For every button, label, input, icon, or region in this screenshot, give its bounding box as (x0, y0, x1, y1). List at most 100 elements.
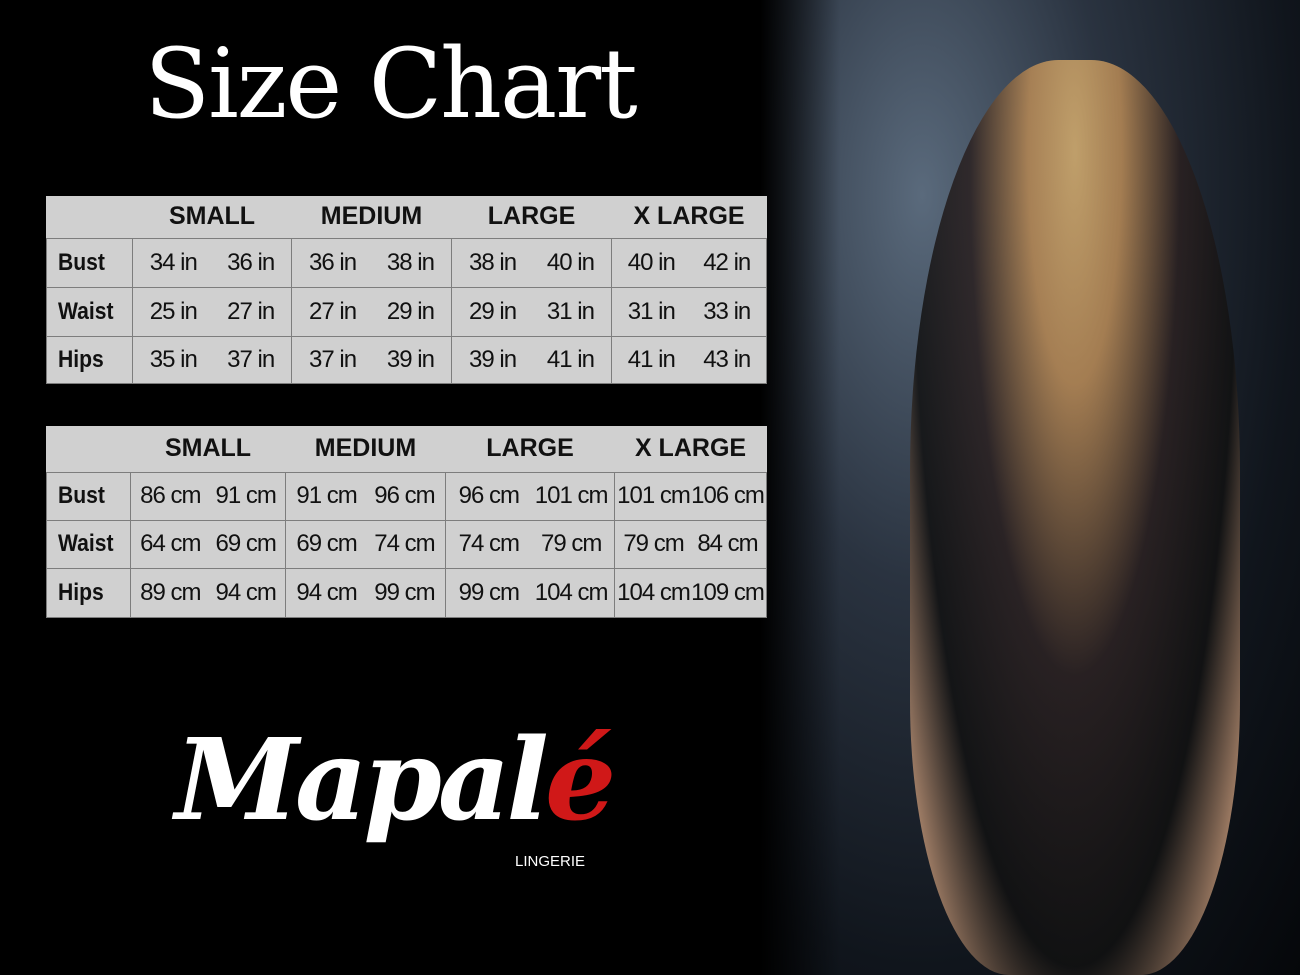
table-row: Hips 35 in 37 in 37 in 39 in 39 in 41 in 41 in 4… (46, 335, 767, 384)
min-value: 86 cm (140, 482, 201, 509)
size-range-cell: 104 cm109 cm (614, 567, 767, 618)
max-value: 79 cm (540, 530, 602, 557)
photo-fade (760, 0, 840, 975)
size-table-cm: SMALL MEDIUM LARGE X LARGE Bust 86 cm 91 cm 91 … (46, 426, 767, 618)
max-value: 42 in (703, 248, 751, 276)
max-value: 39 in (386, 345, 435, 373)
size-range-cell: 34 in 36 in (132, 237, 292, 288)
max-value: 36 in (227, 248, 275, 276)
max-value: 84 cm (697, 530, 758, 557)
size-header: MEDIUM (291, 196, 452, 239)
min-value: 69 cm (296, 530, 357, 557)
size-range-cell: 36 in 38 in (291, 237, 452, 288)
table-row: Bust 34 in 36 in 36 in 38 in 38 in 40 in 40 in 4… (46, 237, 767, 288)
max-value: 31 in (546, 297, 595, 325)
brand-accent: é (544, 715, 616, 846)
size-header: MEDIUM (285, 426, 446, 473)
brand-name: Mapal (175, 715, 549, 846)
brand-logo: Mapalé (175, 715, 616, 846)
size-range-cell: 91 cm 96 cm (285, 471, 446, 521)
max-value: 38 in (386, 248, 435, 276)
min-value: 34 in (149, 248, 198, 276)
max-value: 74 cm (374, 530, 435, 557)
measurement-label: Bust (46, 471, 121, 521)
max-value: 69 cm (215, 530, 277, 557)
header-row: SMALL MEDIUM LARGE X LARGE (46, 196, 767, 239)
max-value: 41 in (546, 345, 595, 373)
size-range-cell: 74 cm 79 cm (445, 519, 615, 569)
page-title: Size Chart (144, 28, 637, 140)
min-value: 39 in (469, 345, 517, 373)
max-value: 33 in (703, 297, 751, 325)
size-range-cell: 69 cm 74 cm (285, 519, 446, 569)
size-range-cell: 86 cm 91 cm (130, 471, 286, 521)
min-value: 89 cm (140, 578, 201, 606)
max-value: 43 in (703, 345, 751, 373)
max-value: 94 cm (215, 578, 277, 606)
max-value: 106 cm (691, 482, 765, 509)
model-photo (760, 0, 1300, 975)
size-header: X LARGE (611, 196, 767, 239)
min-value: 29 in (469, 297, 517, 325)
brand-tagline: LINGERIE (515, 853, 586, 870)
min-value: 36 in (309, 248, 357, 276)
size-range-cell: 25 in 27 in (132, 286, 292, 337)
min-value: 27 in (309, 297, 357, 325)
size-header: X LARGE (614, 426, 767, 473)
size-header: LARGE (451, 196, 612, 239)
min-value: 94 cm (296, 578, 357, 606)
measurement-label: Waist (46, 519, 121, 569)
min-value: 37 in (309, 345, 357, 373)
size-range-cell: 37 in 39 in (291, 335, 452, 384)
header-row: SMALL MEDIUM LARGE X LARGE (46, 426, 767, 473)
size-range-cell: 64 cm 69 cm (130, 519, 286, 569)
max-value: 40 in (546, 248, 595, 276)
size-range-cell: 40 in 42 in (611, 237, 767, 288)
min-value: 99 cm (458, 578, 520, 606)
size-range-cell: 94 cm 99 cm (285, 567, 446, 618)
size-range-cell: 31 in 33 in (611, 286, 767, 337)
table-row: Bust 86 cm 91 cm 91 cm 96 cm 96 cm 101 cm 101 c… (46, 471, 767, 521)
measurement-label: Hips (46, 567, 121, 618)
measurement-label: Bust (46, 237, 123, 288)
max-value: 91 cm (215, 482, 277, 509)
min-value: 101 cm (617, 482, 691, 509)
size-header: SMALL (132, 196, 292, 239)
corner-cell (46, 196, 133, 239)
size-range-cell: 96 cm 101 cm (445, 471, 615, 521)
min-value: 35 in (149, 345, 198, 373)
max-value: 104 cm (534, 578, 609, 606)
max-value: 109 cm (691, 578, 765, 606)
min-value: 74 cm (458, 530, 520, 557)
size-range-cell: 79 cm 84 cm (614, 519, 767, 569)
size-range-cell: 27 in 29 in (291, 286, 452, 337)
size-range-cell: 89 cm 94 cm (130, 567, 286, 618)
min-value: 96 cm (458, 482, 520, 509)
corner-cell (46, 426, 131, 473)
size-range-cell: 35 in 37 in (132, 335, 292, 384)
size-range-cell: 99 cm 104 cm (445, 567, 615, 618)
model-figure (910, 60, 1240, 975)
min-value: 31 in (627, 297, 676, 325)
size-header: LARGE (445, 426, 615, 473)
table-row: Hips 89 cm 94 cm 94 cm 99 cm 99 cm 104 cm 104 c… (46, 567, 767, 618)
max-value: 99 cm (374, 578, 435, 606)
size-header: SMALL (130, 426, 286, 473)
size-range-cell: 101 cm106 cm (614, 471, 767, 521)
max-value: 27 in (227, 297, 275, 325)
size-range-cell: 29 in 31 in (451, 286, 612, 337)
table-row: Waist 64 cm 69 cm 69 cm 74 cm 74 cm 79 cm 79 cm… (46, 519, 767, 569)
size-range-cell: 38 in 40 in (451, 237, 612, 288)
table-row: Waist 25 in 27 in 27 in 29 in 29 in 31 in 31 in… (46, 286, 767, 337)
measurement-label: Waist (46, 286, 123, 337)
min-value: 25 in (149, 297, 198, 325)
measurement-label: Hips (46, 335, 123, 384)
min-value: 104 cm (617, 578, 691, 606)
size-range-cell: 41 in 43 in (611, 335, 767, 384)
size-table-inches: SMALL MEDIUM LARGE X LARGE Bust 34 in 36 in 36 … (46, 196, 767, 384)
min-value: 40 in (627, 248, 676, 276)
min-value: 41 in (627, 345, 676, 373)
min-value: 64 cm (140, 530, 201, 557)
min-value: 79 cm (623, 530, 684, 557)
max-value: 37 in (227, 345, 275, 373)
